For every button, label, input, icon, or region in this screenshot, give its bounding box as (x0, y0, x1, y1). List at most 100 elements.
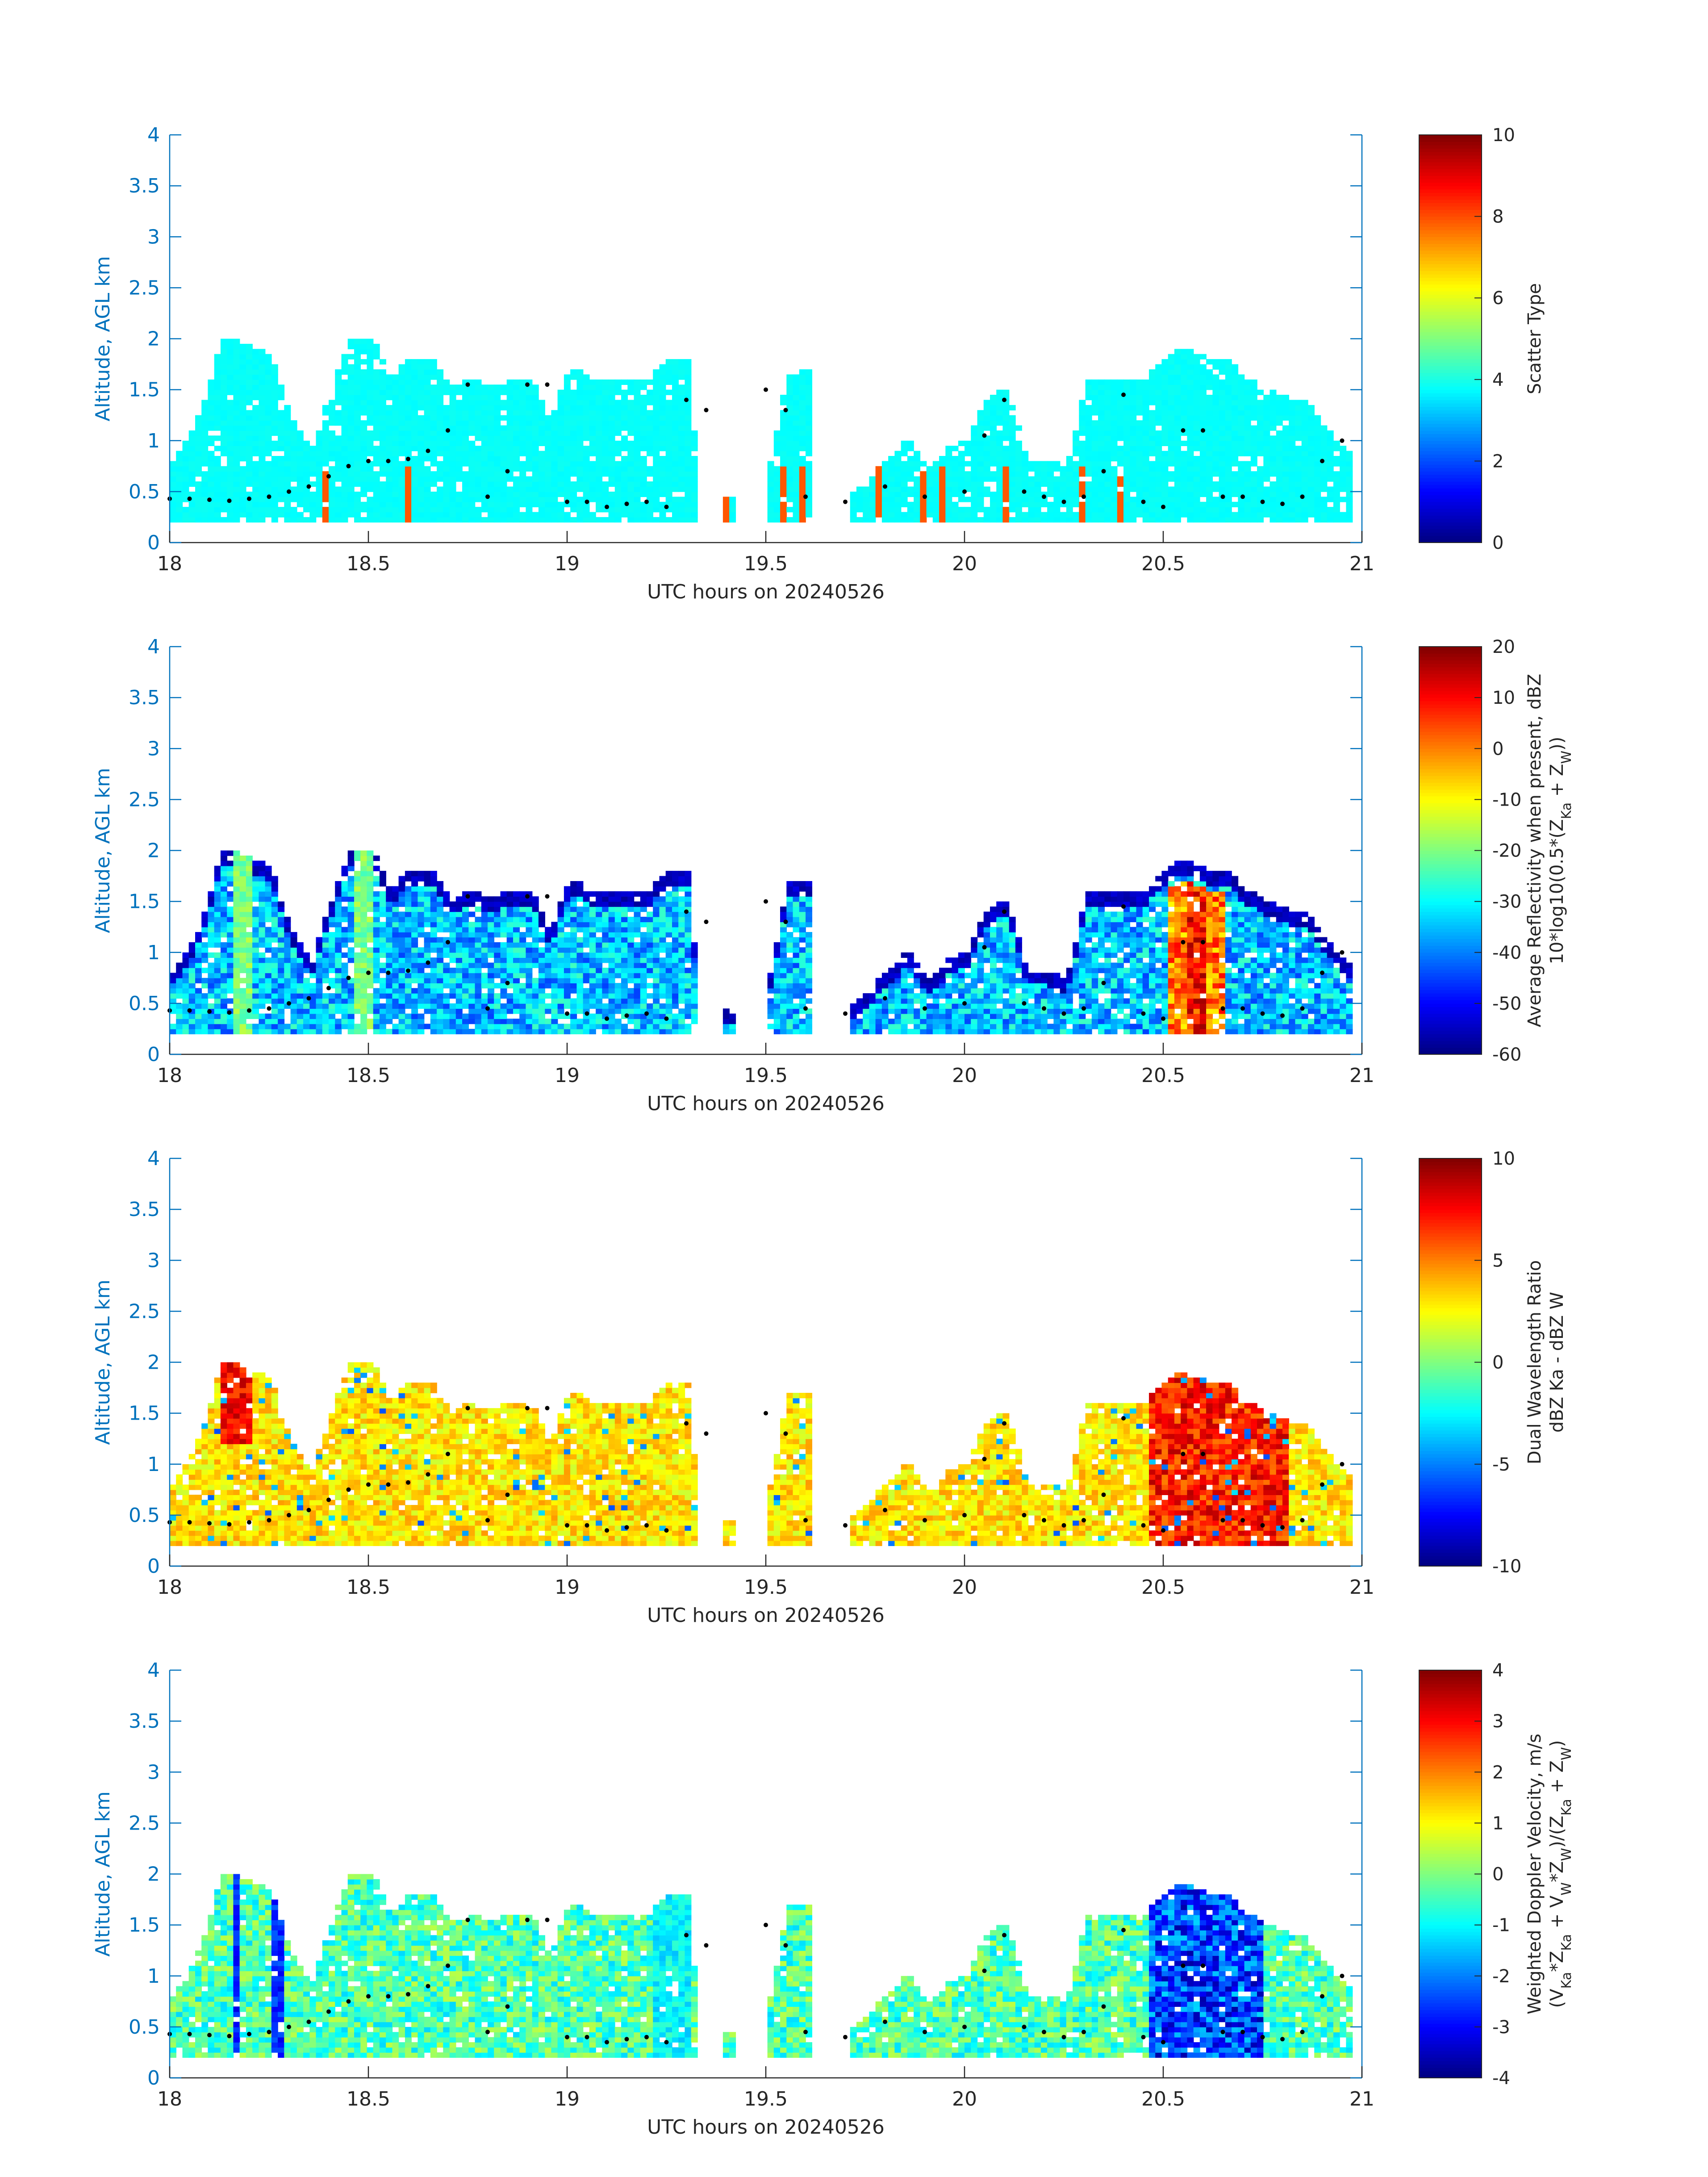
heatmap-cell (653, 461, 660, 467)
marker-point (684, 397, 689, 402)
heatmap-cell (977, 451, 984, 456)
heatmap-cell (1149, 415, 1156, 421)
heatmap-cell (214, 415, 221, 421)
heatmap-cell (468, 486, 476, 492)
heatmap-cell (214, 983, 221, 989)
heatmap-cell (246, 937, 253, 943)
heatmap-cell (1181, 389, 1188, 395)
heatmap-cell (233, 1028, 240, 1035)
heatmap-cell (1346, 501, 1353, 507)
heatmap-cell (239, 379, 246, 385)
heatmap-cell (233, 871, 240, 877)
heatmap-cell (672, 517, 679, 523)
heatmap-cell (506, 384, 514, 390)
heatmap-cell (1289, 471, 1296, 477)
heatmap-cell (259, 998, 266, 1004)
heatmap-cell (278, 973, 285, 978)
heatmap-cell (1149, 491, 1156, 497)
heatmap-cell (1104, 395, 1111, 401)
heatmap-cell (621, 420, 628, 426)
heatmap-cell (354, 343, 361, 350)
heatmap-cell (570, 451, 577, 456)
heatmap-cell (271, 896, 278, 902)
heatmap-cell (1091, 425, 1098, 431)
heatmap-cell (239, 865, 246, 871)
heatmap-cell (455, 451, 463, 456)
heatmap-cell (329, 1003, 335, 1009)
heatmap-cell (354, 973, 361, 978)
heatmap-cell (939, 517, 946, 523)
heatmap-cell (488, 405, 494, 411)
heatmap-cell (227, 430, 234, 436)
heatmap-cell (1098, 461, 1105, 467)
heatmap-cell (316, 973, 323, 978)
colorbar-swatch (1419, 400, 1482, 404)
heatmap-cell (360, 952, 367, 958)
heatmap-cell (583, 446, 590, 451)
heatmap-cell (373, 456, 380, 462)
heatmap-cell (220, 850, 227, 856)
heatmap-cell (506, 451, 514, 456)
heatmap-cell (227, 988, 234, 994)
heatmap-cell (627, 471, 635, 477)
heatmap-cell (767, 481, 774, 487)
heatmap-cell (278, 998, 285, 1004)
heatmap-cell (443, 456, 450, 462)
heatmap-cell (1009, 486, 1016, 492)
heatmap-cell (481, 440, 488, 446)
heatmap-cell (1098, 476, 1105, 482)
heatmap-cell (799, 430, 806, 436)
heatmap-cell (1199, 369, 1207, 375)
heatmap-cell (647, 451, 653, 456)
heatmap-cell (278, 978, 285, 983)
heatmap-cell (806, 389, 812, 395)
heatmap-cell (1308, 466, 1315, 472)
heatmap-cell (952, 501, 959, 507)
heatmap-cell (767, 461, 774, 467)
heatmap-cell (653, 410, 660, 416)
heatmap-cell (1085, 446, 1092, 451)
heatmap-cell (894, 456, 902, 462)
heatmap-cell (545, 461, 552, 467)
heatmap-cell (259, 389, 266, 395)
colorbar-swatch (1419, 152, 1482, 156)
heatmap-cell (1295, 420, 1302, 426)
heatmap-cell (1225, 400, 1232, 405)
heatmap-cell (239, 871, 246, 877)
heatmap-cell (640, 461, 647, 467)
heatmap-cell (386, 476, 393, 482)
heatmap-cell (1130, 389, 1137, 395)
heatmap-cell (309, 471, 317, 477)
heatmap-cell (1250, 481, 1257, 487)
heatmap-cell (329, 501, 335, 507)
heatmap-cell (1085, 405, 1092, 411)
heatmap-cell (360, 1019, 367, 1024)
heatmap-cell (443, 461, 450, 467)
heatmap-cell (379, 359, 386, 365)
heatmap-cell (1244, 507, 1251, 513)
heatmap-cell (379, 435, 386, 441)
heatmap-cell (793, 451, 800, 456)
heatmap-cell (430, 435, 437, 441)
heatmap-cell (767, 491, 774, 497)
heatmap-cell (1028, 481, 1035, 487)
heatmap-cell (596, 410, 603, 416)
heatmap-cell (239, 952, 246, 958)
marker-point (406, 456, 410, 461)
heatmap-cell (977, 486, 984, 492)
heatmap-cell (329, 400, 335, 405)
heatmap-cell (1079, 400, 1086, 405)
heatmap-cell (449, 389, 456, 395)
heatmap-cell (1199, 364, 1207, 370)
heatmap-cell (309, 1008, 317, 1014)
heatmap-cell (354, 850, 361, 856)
heatmap-cell (322, 932, 329, 938)
heatmap-cell (983, 486, 990, 492)
heatmap-cell (672, 369, 679, 375)
heatmap-cell (188, 1028, 196, 1035)
heatmap-cell (405, 446, 412, 451)
heatmap-cell (1136, 507, 1143, 513)
heatmap-cell (246, 855, 253, 861)
heatmap-cell (1270, 420, 1277, 426)
heatmap-cell (907, 456, 914, 462)
